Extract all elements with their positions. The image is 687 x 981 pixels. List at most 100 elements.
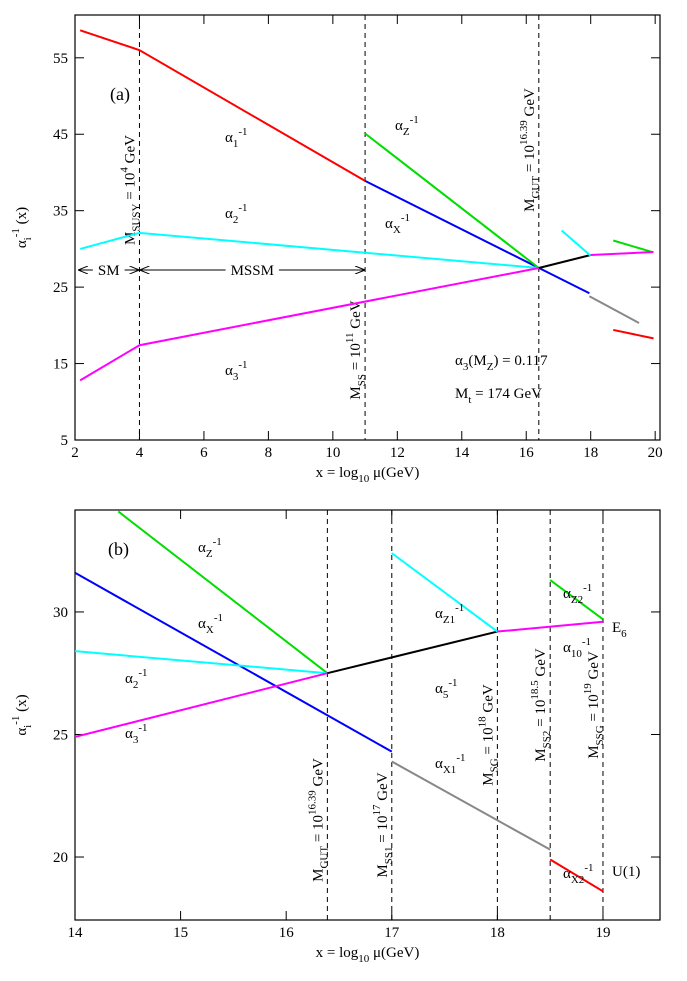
annotation-part: 10 bbox=[571, 648, 583, 660]
threshold-label-part: SSG bbox=[594, 725, 606, 745]
annotation: α2-1 bbox=[125, 667, 148, 691]
x-tick-label: 19 bbox=[595, 925, 610, 941]
x-tick-label: 8 bbox=[265, 445, 273, 461]
annotation: α3-1 bbox=[225, 359, 248, 383]
y-tick-label: 30 bbox=[53, 605, 68, 621]
x-tick-label: 16 bbox=[279, 925, 295, 941]
threshold-label: MSSG = 1019 GeV bbox=[582, 651, 606, 759]
annotation-part: α bbox=[225, 363, 233, 379]
coupling-line bbox=[391, 552, 498, 633]
annotation-part: α bbox=[125, 726, 133, 742]
annotation: U(1) bbox=[612, 864, 640, 880]
coupling-line bbox=[364, 179, 590, 295]
threshold-label-part: SS1 bbox=[383, 846, 395, 864]
annotation-part: Z2 bbox=[571, 594, 583, 606]
annotation: α3(MZ) = 0.117 bbox=[455, 353, 548, 373]
coupling-line bbox=[590, 250, 654, 257]
x-axis-label-part: 10 bbox=[358, 473, 370, 485]
coupling-line bbox=[561, 229, 592, 257]
y-axis-label-part: (x) bbox=[14, 207, 30, 228]
coupling-line bbox=[79, 231, 539, 270]
annotation-part: -1 bbox=[138, 667, 147, 679]
y-tick-label: 5 bbox=[61, 433, 69, 449]
annotation-part: U(1) bbox=[612, 864, 640, 880]
threshold-label: MSS1 = 1017 GeV bbox=[371, 772, 395, 877]
x-axis-label-part: μ(GeV) bbox=[369, 465, 419, 481]
annotation-part: 3 bbox=[233, 371, 239, 383]
region-label: MSSM bbox=[231, 263, 274, 279]
coupling-line bbox=[391, 760, 551, 851]
annotation-part: α bbox=[435, 606, 443, 622]
annotation-part: α bbox=[385, 216, 393, 232]
threshold-label-part: GeV bbox=[586, 651, 602, 683]
coupling-line bbox=[538, 254, 591, 269]
coupling-line bbox=[75, 672, 328, 738]
threshold-label-part: M bbox=[533, 748, 549, 761]
coupling-line bbox=[364, 132, 540, 269]
threshold-label-part: GeV bbox=[348, 300, 364, 332]
threshold-label-part: = 10 bbox=[122, 173, 138, 204]
y-axis-label-part: -1 bbox=[10, 228, 22, 237]
threshold-label-part: = 10 bbox=[533, 700, 549, 731]
annotation-part: = 174 GeV bbox=[471, 386, 542, 402]
x-tick-label: 18 bbox=[490, 925, 505, 941]
y-axis-label-part: -1 bbox=[10, 716, 22, 725]
threshold-label-part: 19 bbox=[582, 683, 594, 695]
threshold-label-part: GeV bbox=[522, 88, 538, 120]
annotation-part: α bbox=[563, 586, 571, 602]
threshold-label-part: = 10 bbox=[375, 816, 391, 847]
annotation: α10-1 bbox=[563, 636, 591, 660]
panel-label: (a) bbox=[110, 84, 130, 105]
threshold-label: MSUSY = 104 GeV bbox=[118, 135, 142, 245]
annotation-part: (M bbox=[468, 353, 486, 369]
annotation-part: 3 bbox=[463, 361, 469, 373]
x-tick-label: 12 bbox=[390, 445, 405, 461]
annotation: α3-1 bbox=[125, 722, 148, 746]
annotation-part: α bbox=[455, 353, 463, 369]
y-tick-label: 25 bbox=[53, 280, 68, 296]
coupling-line bbox=[75, 650, 328, 675]
y-axis-label-part: (x) bbox=[14, 694, 30, 715]
x-tick-label: 18 bbox=[583, 445, 598, 461]
threshold-label-part: SS bbox=[356, 374, 368, 386]
annotation-part: -1 bbox=[238, 126, 247, 138]
x-tick-label: 4 bbox=[136, 445, 144, 461]
y-axis-label-part: i bbox=[22, 725, 34, 728]
annotation-part: Z bbox=[487, 361, 494, 373]
annotation-part: -1 bbox=[138, 722, 147, 734]
coupling-line bbox=[549, 579, 604, 621]
annotation: αZ-1 bbox=[395, 114, 419, 138]
annotation-part: ) = 0.117 bbox=[493, 353, 548, 369]
annotation-part: α bbox=[225, 206, 233, 222]
x-tick-label: 10 bbox=[325, 445, 340, 461]
annotation-part: α bbox=[225, 130, 233, 146]
annotation: αX1-1 bbox=[435, 752, 465, 776]
coupling-line bbox=[79, 29, 366, 182]
threshold-label-part: = 10 bbox=[522, 145, 538, 176]
annotation-part: Z1 bbox=[443, 614, 455, 626]
coupling-line bbox=[613, 328, 654, 340]
annotation-part: X2 bbox=[571, 874, 584, 886]
x-tick-label: 6 bbox=[200, 445, 208, 461]
annotation-part: 2 bbox=[133, 679, 139, 691]
threshold-label-part: M bbox=[375, 864, 391, 877]
x-tick-label: 14 bbox=[68, 925, 84, 941]
annotation-part: X bbox=[393, 224, 401, 236]
annotation-part: X1 bbox=[443, 764, 456, 776]
annotation-part: M bbox=[455, 386, 468, 402]
threshold-label-part: M bbox=[348, 386, 364, 399]
x-axis-label-part: x = log bbox=[316, 945, 359, 961]
threshold-label-part: M bbox=[586, 745, 602, 758]
annotation: αZ-1 bbox=[198, 536, 222, 560]
coupling-line bbox=[588, 295, 640, 324]
threshold-label: MGUT = 1016.39 GeV bbox=[518, 88, 542, 212]
x-axis-label-part: μ(GeV) bbox=[369, 945, 419, 961]
threshold-label-part: = 10 bbox=[586, 694, 602, 725]
annotation-part: α bbox=[563, 866, 571, 882]
coupling-line bbox=[117, 510, 328, 675]
y-tick-label: 15 bbox=[53, 357, 68, 373]
threshold-label-part: 18 bbox=[476, 716, 488, 728]
annotation: αZ2-1 bbox=[563, 582, 592, 606]
annotation-part: t bbox=[468, 394, 471, 406]
threshold-label-part: GeV bbox=[480, 684, 496, 716]
